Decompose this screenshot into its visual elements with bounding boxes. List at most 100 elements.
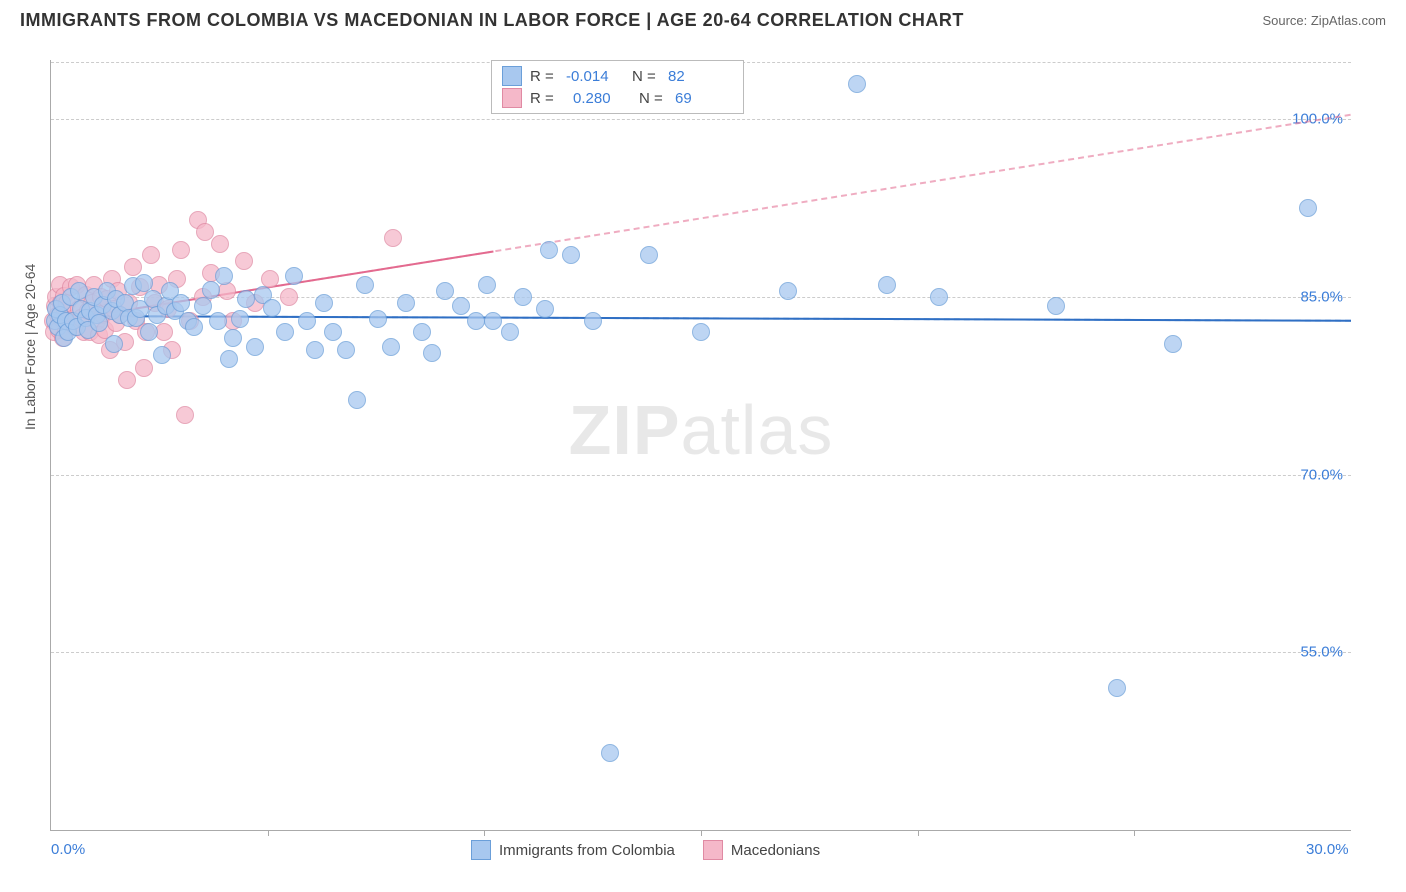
r-label: R =	[530, 68, 558, 85]
watermark-bold: ZIP	[569, 391, 681, 469]
point-colombia	[276, 323, 294, 341]
chart-title: IMMIGRANTS FROM COLOMBIA VS MACEDONIAN I…	[20, 10, 964, 31]
point-colombia	[930, 288, 948, 306]
point-colombia	[478, 276, 496, 294]
xtick-mark	[268, 830, 269, 836]
point-colombia	[452, 297, 470, 315]
point-colombia	[382, 338, 400, 356]
r-value-colombia: -0.014	[566, 68, 624, 85]
point-colombia	[484, 312, 502, 330]
source-label: Source: ZipAtlas.com	[1262, 13, 1386, 28]
point-macedonians	[211, 235, 229, 253]
point-colombia	[501, 323, 519, 341]
ytick-label: 70.0%	[1300, 466, 1343, 483]
point-colombia	[467, 312, 485, 330]
point-colombia	[779, 282, 797, 300]
point-colombia	[348, 391, 366, 409]
n-label: N =	[632, 68, 660, 85]
point-colombia	[105, 335, 123, 353]
point-macedonians	[384, 229, 402, 247]
series-legend: Immigrants from Colombia Macedonians	[471, 840, 820, 860]
legend-item-macedonians: Macedonians	[703, 840, 820, 860]
point-colombia	[185, 318, 203, 336]
point-colombia	[562, 246, 580, 264]
point-colombia	[356, 276, 374, 294]
gridline	[51, 652, 1351, 653]
point-colombia	[1108, 679, 1126, 697]
point-colombia	[263, 299, 281, 317]
point-macedonians	[172, 241, 190, 259]
gridline	[51, 119, 1351, 120]
point-colombia	[413, 323, 431, 341]
point-macedonians	[176, 406, 194, 424]
n-value-macedonians: 69	[675, 90, 733, 107]
n-value-colombia: 82	[668, 68, 726, 85]
point-colombia	[194, 297, 212, 315]
correlation-legend: R = -0.014 N = 82 R = 0.280 N = 69	[491, 60, 744, 114]
point-colombia	[423, 344, 441, 362]
point-colombia	[224, 329, 242, 347]
xtick-mark	[1134, 830, 1135, 836]
point-colombia	[848, 75, 866, 93]
point-colombia	[436, 282, 454, 300]
point-colombia	[878, 276, 896, 294]
legend-item-colombia: Immigrants from Colombia	[471, 840, 675, 860]
legend-swatch-icon	[703, 840, 723, 860]
point-macedonians	[135, 359, 153, 377]
legend-swatch-colombia	[502, 66, 522, 86]
legend-row-colombia: R = -0.014 N = 82	[502, 65, 733, 87]
r-value-macedonians: 0.280	[566, 90, 631, 107]
point-colombia	[202, 281, 220, 299]
legend-label-macedonians: Macedonians	[731, 842, 820, 859]
point-colombia	[397, 294, 415, 312]
point-colombia	[209, 312, 227, 330]
point-colombia	[601, 744, 619, 762]
point-colombia	[1299, 199, 1317, 217]
point-macedonians	[142, 246, 160, 264]
point-macedonians	[280, 288, 298, 306]
watermark: ZIPatlas	[569, 390, 834, 470]
point-colombia	[540, 241, 558, 259]
legend-row-macedonians: R = 0.280 N = 69	[502, 87, 733, 109]
xtick-label: 0.0%	[51, 841, 85, 858]
point-colombia	[246, 338, 264, 356]
point-colombia	[640, 246, 658, 264]
n-label: N =	[639, 90, 667, 107]
point-colombia	[135, 274, 153, 292]
point-colombia	[337, 341, 355, 359]
point-colombia	[306, 341, 324, 359]
gridline	[51, 475, 1351, 476]
point-colombia	[237, 290, 255, 308]
legend-swatch-macedonians	[502, 88, 522, 108]
plot-area: ZIPatlas R = -0.014 N = 82 R = 0.280 N =…	[50, 60, 1351, 831]
xtick-mark	[484, 830, 485, 836]
point-colombia	[514, 288, 532, 306]
point-colombia	[584, 312, 602, 330]
xtick-label: 30.0%	[1306, 841, 1349, 858]
point-colombia	[220, 350, 238, 368]
legend-swatch-icon	[471, 840, 491, 860]
r-label: R =	[530, 90, 558, 107]
xtick-mark	[918, 830, 919, 836]
ytick-label: 55.0%	[1300, 644, 1343, 661]
xtick-mark	[701, 830, 702, 836]
point-colombia	[231, 310, 249, 328]
point-macedonians	[118, 371, 136, 389]
watermark-light: atlas	[681, 391, 834, 469]
point-macedonians	[235, 252, 253, 270]
point-colombia	[153, 346, 171, 364]
point-colombia	[536, 300, 554, 318]
point-colombia	[140, 323, 158, 341]
point-colombia	[315, 294, 333, 312]
point-colombia	[215, 267, 233, 285]
point-colombia	[1164, 335, 1182, 353]
point-colombia	[1047, 297, 1065, 315]
point-colombia	[285, 267, 303, 285]
point-colombia	[369, 310, 387, 328]
point-colombia	[692, 323, 710, 341]
y-axis-label: In Labor Force | Age 20-64	[22, 264, 38, 430]
point-colombia	[298, 312, 316, 330]
legend-label-colombia: Immigrants from Colombia	[499, 842, 675, 859]
ytick-label: 85.0%	[1300, 288, 1343, 305]
point-colombia	[324, 323, 342, 341]
